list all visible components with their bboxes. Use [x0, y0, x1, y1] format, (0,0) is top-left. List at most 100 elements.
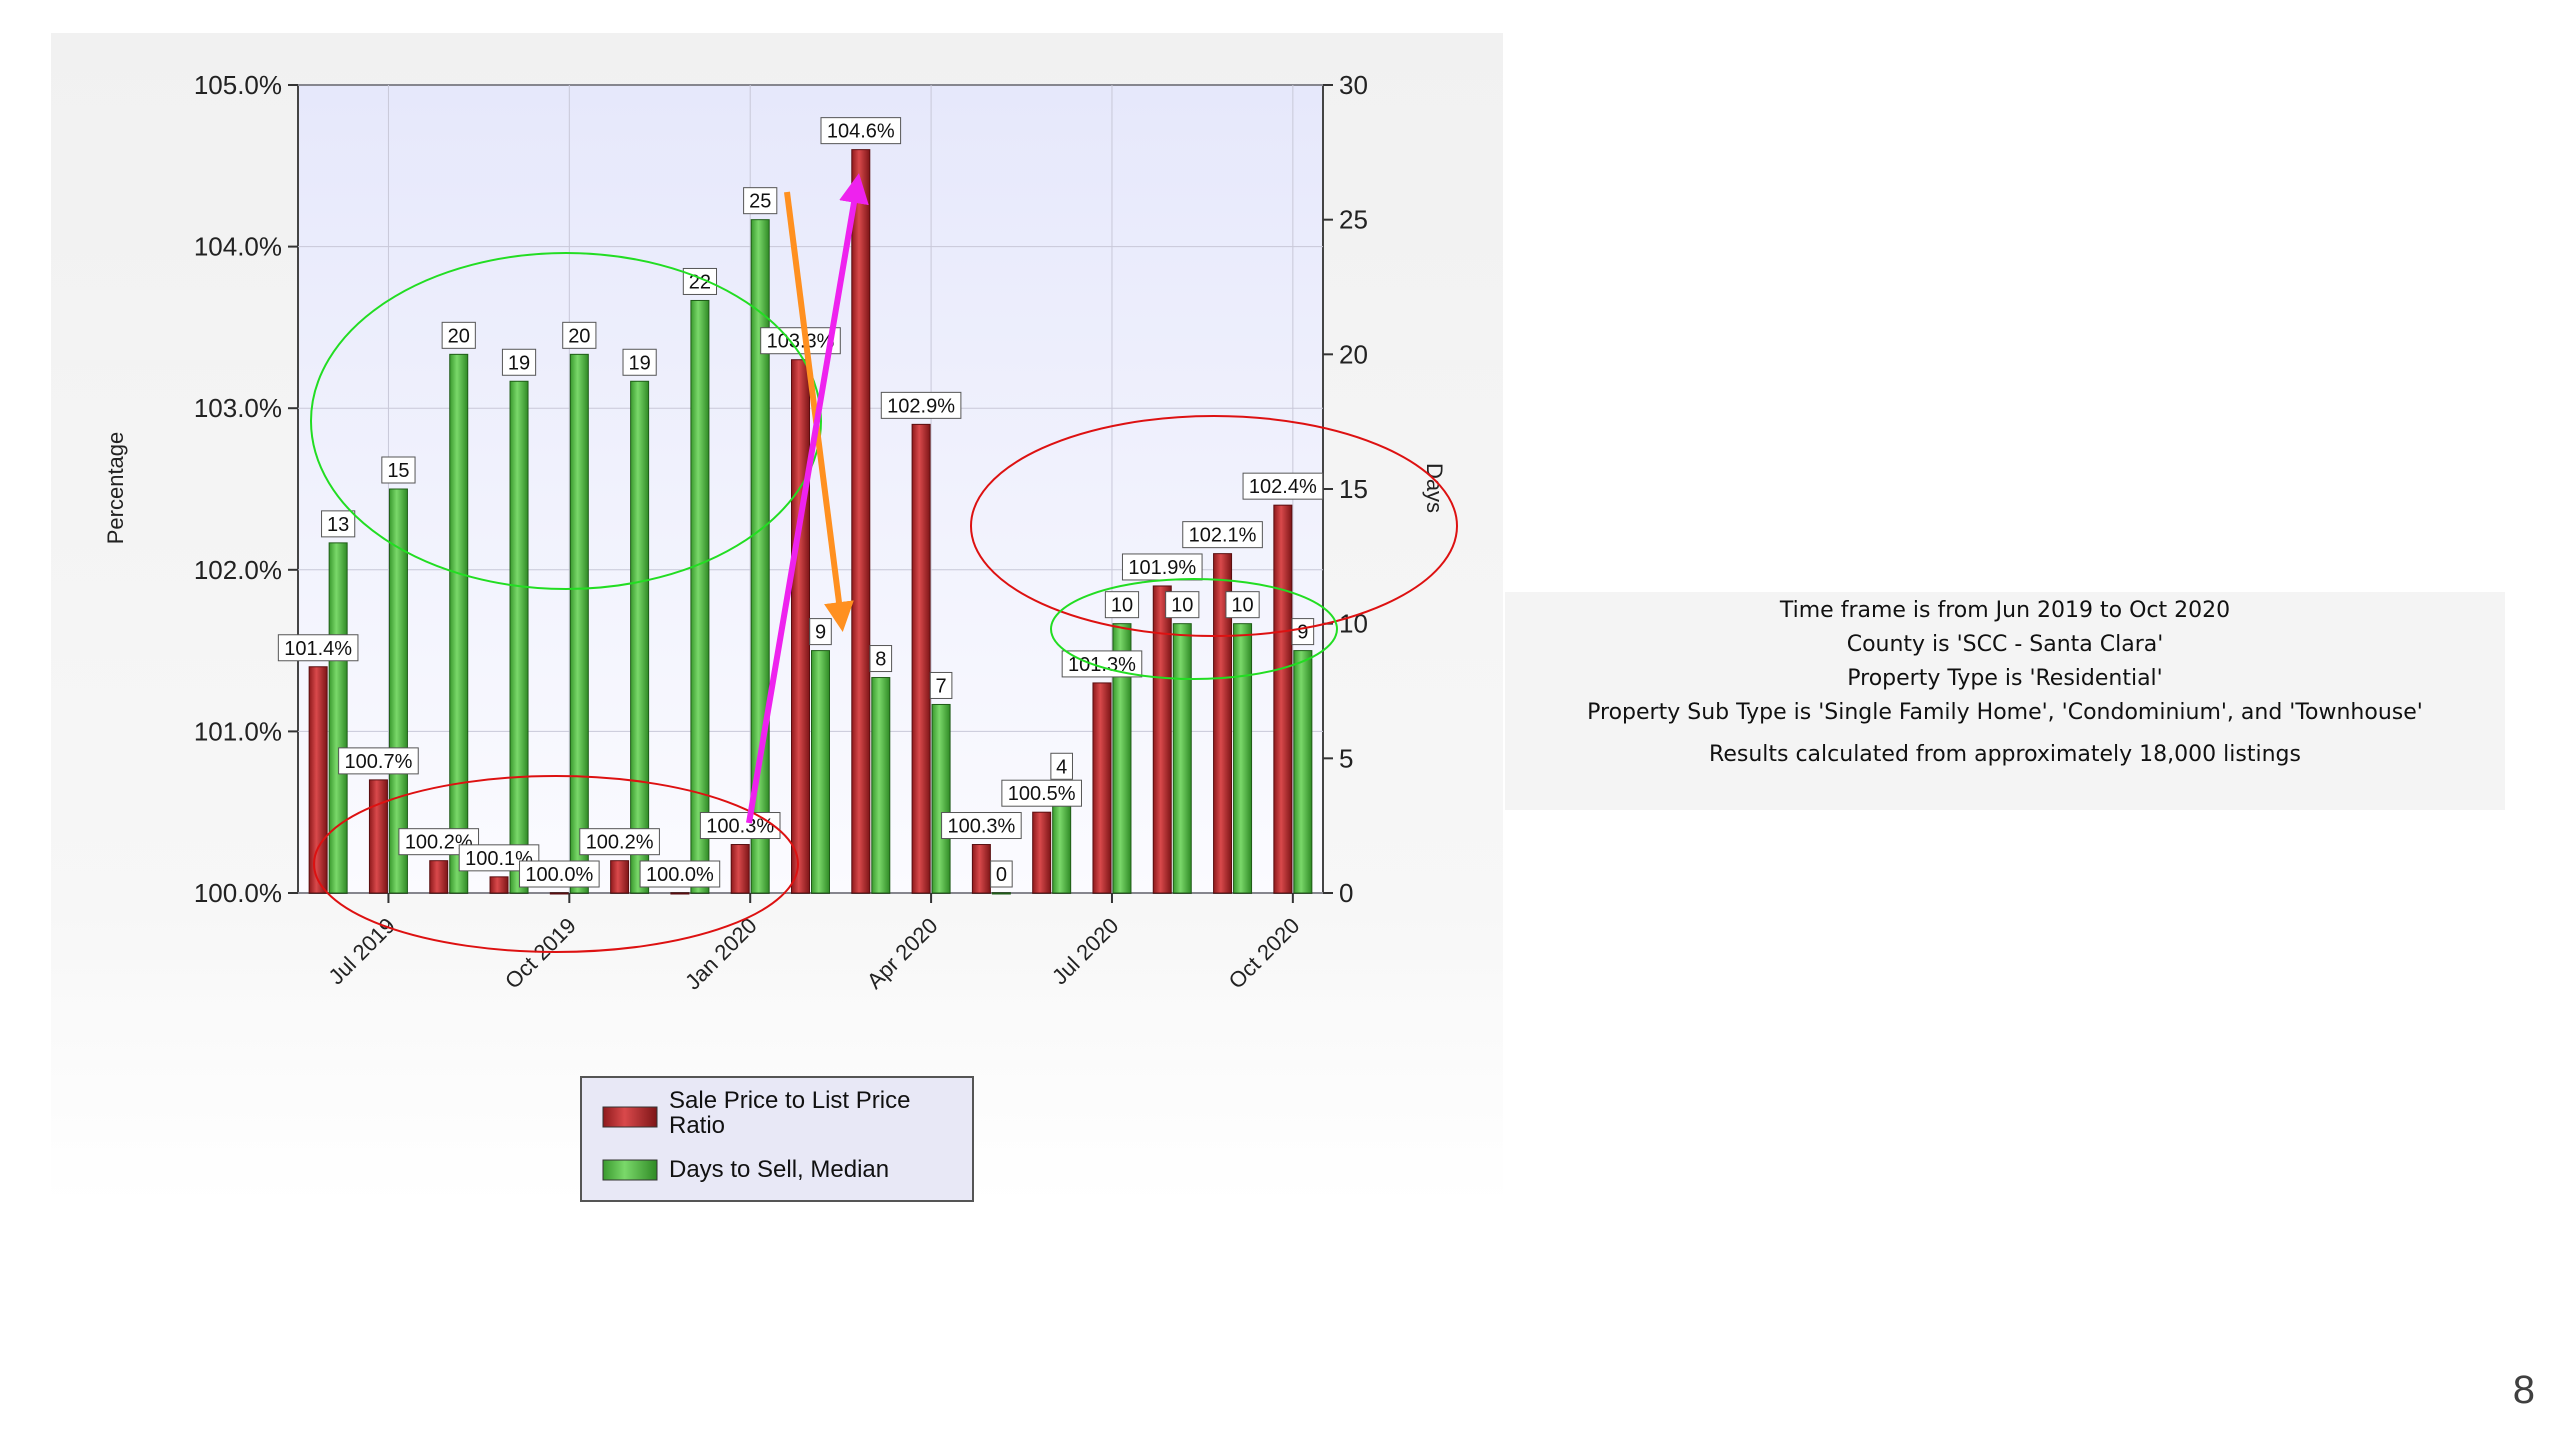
label-days-to-sell-box [743, 187, 778, 215]
label-days-to-sell: 8 [875, 649, 886, 671]
bar-days-to-sell [449, 353, 469, 894]
label-days-to-sell: 25 [749, 191, 771, 213]
bar-days-to-sell [991, 892, 1011, 895]
label-days-to-sell-box [562, 321, 597, 349]
y2-tick-label: 15 [1339, 474, 1368, 504]
bar-days-to-sell [931, 703, 951, 894]
red-ellipse-2019-ratio [313, 775, 799, 953]
label-sale-ratio: 100.0% [525, 864, 593, 886]
magenta-arrow [746, 173, 869, 824]
label-days-to-sell-box [441, 321, 476, 349]
legend: Sale Price to List Price Ratio Days to S… [580, 1076, 974, 1202]
label-days-to-sell: 19 [508, 352, 530, 374]
label-days-to-sell: 9 [1297, 622, 1308, 644]
bar-sale-ratio [1273, 504, 1293, 894]
label-sale-ratio-box [1061, 650, 1143, 678]
label-days-to-sell: 13 [327, 514, 349, 536]
label-sale-ratio-box [338, 747, 419, 775]
y-axis-title: Percentage [103, 432, 128, 545]
label-sale-ratio: 100.1% [465, 848, 533, 870]
label-days-to-sell-box [622, 348, 657, 376]
label-days-to-sell-box [1225, 591, 1260, 619]
label-sale-ratio: 101.4% [284, 638, 352, 660]
label-sale-ratio-box [699, 812, 781, 840]
label-days-to-sell: 10 [1171, 595, 1193, 617]
label-sale-ratio-box [1242, 472, 1324, 500]
label-sale-ratio-box [277, 634, 359, 662]
bar-sale-ratio [791, 359, 810, 894]
x-tick-label: Oct 2020 [1224, 913, 1305, 994]
info-property-type: Property Type is 'Residential' [1847, 666, 2163, 691]
label-days-to-sell: 0 [996, 864, 1007, 886]
label-days-to-sell: 20 [568, 325, 590, 347]
bar-days-to-sell [1112, 623, 1132, 894]
bar-days-to-sell [1233, 623, 1253, 894]
bar-sale-ratio [911, 423, 931, 894]
info-results-count: Results calculated from approximately 18… [1709, 742, 2301, 767]
legend-swatch-days [602, 1159, 658, 1181]
label-days-to-sell-box [869, 645, 893, 673]
label-days-to-sell: 19 [628, 352, 650, 374]
query-info-box: Time frame is from Jun 2019 to Oct 2020 … [1505, 592, 2505, 810]
bar-sale-ratio [1152, 585, 1172, 894]
bar-sale-ratio [670, 892, 690, 895]
label-days-to-sell: 10 [1111, 595, 1133, 617]
label-sale-ratio: 102.4% [1249, 476, 1317, 498]
label-days-to-sell: 4 [1056, 756, 1067, 778]
label-sale-ratio-box [880, 391, 962, 419]
bar-days-to-sell [690, 299, 710, 894]
label-sale-ratio: 101.3% [1068, 654, 1136, 676]
label-days-to-sell-box [990, 860, 1013, 888]
label-days-to-sell: 15 [387, 460, 409, 482]
x-tick-label: Jul 2020 [1047, 913, 1124, 990]
label-sale-ratio-box [941, 812, 1022, 840]
green-ellipse-2020-days [1050, 578, 1338, 680]
bar-days-to-sell [569, 353, 589, 894]
bar-sale-ratio [610, 860, 630, 894]
label-days-to-sell: 22 [689, 271, 711, 293]
bar-days-to-sell [328, 542, 348, 894]
label-days-to-sell-box [1104, 591, 1140, 619]
label-sale-ratio: 100.2% [405, 832, 473, 854]
plot-area [297, 84, 1324, 894]
red-ellipse-2020-ratio [970, 415, 1458, 637]
label-sale-ratio: 104.6% [827, 121, 895, 143]
label-sale-ratio-box [1182, 521, 1263, 549]
y2-tick-label: 25 [1339, 205, 1368, 235]
bar-days-to-sell [811, 650, 830, 894]
label-sale-ratio: 100.5% [1008, 783, 1076, 805]
label-days-to-sell: 20 [448, 325, 470, 347]
label-sale-ratio-box [820, 117, 902, 145]
legend-swatch-ratio [602, 1106, 658, 1128]
y2-tick-label: 30 [1339, 70, 1368, 100]
label-sale-ratio: 101.9% [1128, 557, 1196, 579]
bar-days-to-sell [509, 380, 529, 894]
y2-tick-label: 0 [1339, 878, 1353, 908]
orange-arrow [784, 191, 854, 632]
bar-sale-ratio [489, 876, 509, 894]
label-sale-ratio: 100.7% [345, 751, 413, 773]
x-tick-label: Apr 2020 [862, 913, 943, 994]
legend-label-days: Days to Sell, Median [669, 1156, 889, 1183]
y-tick-label: 102.0% [194, 555, 282, 585]
label-days-to-sell-box [501, 348, 537, 376]
y-tick-label: 104.0% [194, 232, 282, 262]
label-days-to-sell-box [381, 456, 416, 484]
bar-sale-ratio [851, 149, 871, 894]
legend-label-ratio-1: Sale Price to List Price [669, 1087, 910, 1114]
label-days-to-sell-box [929, 671, 953, 699]
label-sale-ratio: 102.1% [1189, 525, 1257, 547]
info-time-frame: Time frame is from Jun 2019 to Oct 2020 [1779, 598, 2231, 623]
label-sale-ratio-box [639, 860, 721, 888]
combo-bar-chart: 100.0% 101.0% 102.0% 103.0% 104.0% 105.0% 0 5 10… [103, 70, 1458, 1202]
label-days-to-sell: 10 [1231, 595, 1253, 617]
bar-days-to-sell [871, 677, 891, 894]
label-sale-ratio-box [519, 860, 600, 888]
label-sale-ratio: 100.2% [586, 832, 654, 854]
label-sale-ratio-box [1001, 779, 1082, 807]
bar-sale-ratio [730, 844, 750, 894]
info-property-sub-type: Property Sub Type is 'Single Family Home… [1587, 700, 2423, 725]
bar-sale-ratio [308, 666, 328, 894]
label-sale-ratio: 100.3% [947, 816, 1015, 838]
info-county: County is 'SCC - Santa Clara' [1846, 632, 2164, 657]
